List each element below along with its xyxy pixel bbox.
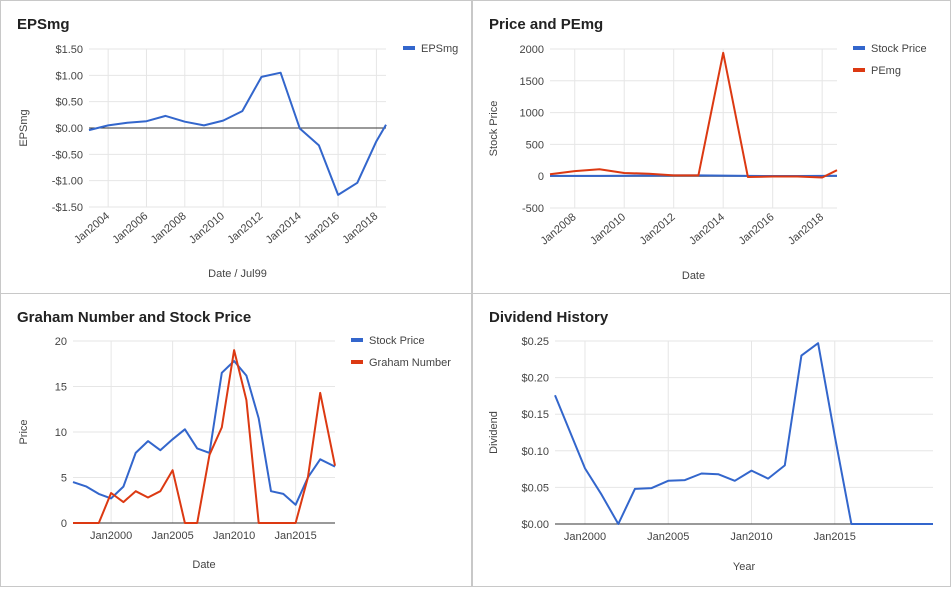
legend-swatch: [403, 46, 415, 50]
y-tick-label: $0.25: [521, 336, 549, 348]
legend-label: Stock Price: [369, 335, 425, 347]
x-tick-label: Jan2008: [539, 211, 579, 247]
y-tick-label: $0.05: [521, 482, 549, 494]
y-tick-label: 2000: [520, 44, 544, 56]
y-tick-label: 1000: [520, 108, 544, 120]
eps-chart-panel: EPSmg $1.50 $1.00 $0.50 $0.00 -$0.50 -$1.00 -$1…: [0, 0, 472, 294]
x-tick-label: Jan2015: [814, 531, 856, 543]
x-axis-title: Year: [733, 561, 756, 573]
x-tick-label: Jan2010: [213, 530, 255, 542]
x-axis-title: Date: [192, 559, 215, 571]
y-tick-label: 1500: [520, 76, 544, 88]
y-tick-label: -$1.00: [52, 176, 83, 188]
x-tick-label: Jan2005: [647, 531, 689, 543]
y-tick-label: 500: [526, 139, 544, 151]
graham-chart-panel: Graham Number and Stock Price 20 15 10 5 0 Jan…: [0, 293, 472, 587]
y-tick-label: $0.00: [55, 123, 83, 135]
y-tick-label: 0: [538, 171, 544, 183]
legend-swatch: [351, 338, 363, 342]
x-tick-label: Jan2012: [225, 210, 265, 246]
x-tick-label: Jan2005: [152, 530, 194, 542]
dividend-chart-panel: Dividend History $0.25 $0.20 $0.15 $0.10 $0.0…: [472, 293, 951, 587]
x-tick-label: Jan2010: [730, 531, 772, 543]
y-tick-label: 0: [61, 518, 67, 530]
y-tick-label: $0.20: [521, 373, 549, 385]
y-tick-label: $0.15: [521, 409, 549, 421]
legend-label: PEmg: [871, 65, 901, 77]
y-tick-label: $0.50: [55, 97, 83, 109]
y-tick-label: 10: [55, 427, 67, 439]
y-tick-label: 20: [55, 336, 67, 348]
pemg-series-line: [549, 51, 838, 179]
y-tick-label: -$1.50: [52, 202, 83, 214]
y-tick-label: $0.10: [521, 446, 549, 458]
x-tick-label: Jan2015: [275, 530, 317, 542]
x-tick-label: Jan2018: [340, 210, 380, 246]
y-axis-title: EPSmg: [18, 109, 30, 146]
dividend-chart-svg: Dividend History $0.25 $0.20 $0.15 $0.10 $0.0…: [488, 309, 933, 573]
x-tick-label: Jan2000: [90, 530, 132, 542]
x-axis-title: Date: [682, 270, 705, 282]
y-tick-label: $0.00: [521, 519, 549, 531]
x-tick-label: Jan2008: [149, 210, 189, 246]
legend-swatch: [853, 68, 865, 72]
graham-number-series-line: [73, 349, 336, 524]
epsmg-series-line: [88, 71, 387, 196]
y-tick-label: 15: [55, 382, 67, 394]
eps-chart-svg: EPSmg $1.50 $1.00 $0.50 $0.00 -$0.50 -$1.00 -$1…: [17, 16, 458, 280]
y-axis-title: Stock Price: [488, 101, 500, 157]
x-tick-label: Jan2012: [638, 211, 678, 247]
y-tick-label: $1.00: [55, 70, 83, 82]
x-tick-label: Jan2016: [302, 210, 342, 246]
y-axis-title: Dividend: [488, 411, 500, 454]
x-tick-label: Jan2018: [786, 211, 826, 247]
x-tick-label: Jan2010: [588, 211, 628, 247]
x-tick-label: Jan2004: [72, 210, 112, 246]
x-tick-label: Jan2014: [687, 211, 727, 247]
y-tick-label: 5: [61, 473, 67, 485]
legend-label: Stock Price: [871, 43, 927, 55]
graham-chart-title: Graham Number and Stock Price: [17, 309, 251, 326]
y-tick-label: -$0.50: [52, 149, 83, 161]
x-tick-label: Jan2006: [110, 210, 150, 246]
eps-chart-title: EPSmg: [17, 16, 70, 33]
y-axis-title: Price: [18, 419, 30, 444]
x-tick-label: Jan2016: [737, 211, 777, 247]
x-tick-label: Jan2000: [564, 531, 606, 543]
price-chart-svg: Price and PEmg 2000 1500 1000 500 0 -500Jan200…: [488, 16, 927, 282]
x-axis-title: Date / Jul99: [208, 268, 267, 280]
price-pe-chart-panel: Price and PEmg 2000 1500 1000 500 0 -500 Jan200…: [472, 0, 951, 294]
graham-chart-svg: Graham Number and Stock Price 20 15 10 5 0 Jan…: [17, 309, 451, 571]
dividend-series-line: [554, 342, 933, 525]
y-tick-label: $1.50: [55, 44, 83, 56]
x-tick-label: Jan2014: [264, 210, 304, 246]
x-tick-label: Jan2010: [187, 210, 227, 246]
stock-price-series-line: [72, 360, 336, 506]
legend-swatch: [853, 46, 865, 50]
legend-label: EPSmg: [421, 43, 458, 55]
price-chart-title: Price and PEmg: [489, 16, 603, 33]
legend-label: Graham Number: [369, 357, 451, 369]
legend-swatch: [351, 360, 363, 364]
y-tick-label: -500: [522, 203, 544, 215]
dividend-chart-title: Dividend History: [489, 309, 609, 326]
